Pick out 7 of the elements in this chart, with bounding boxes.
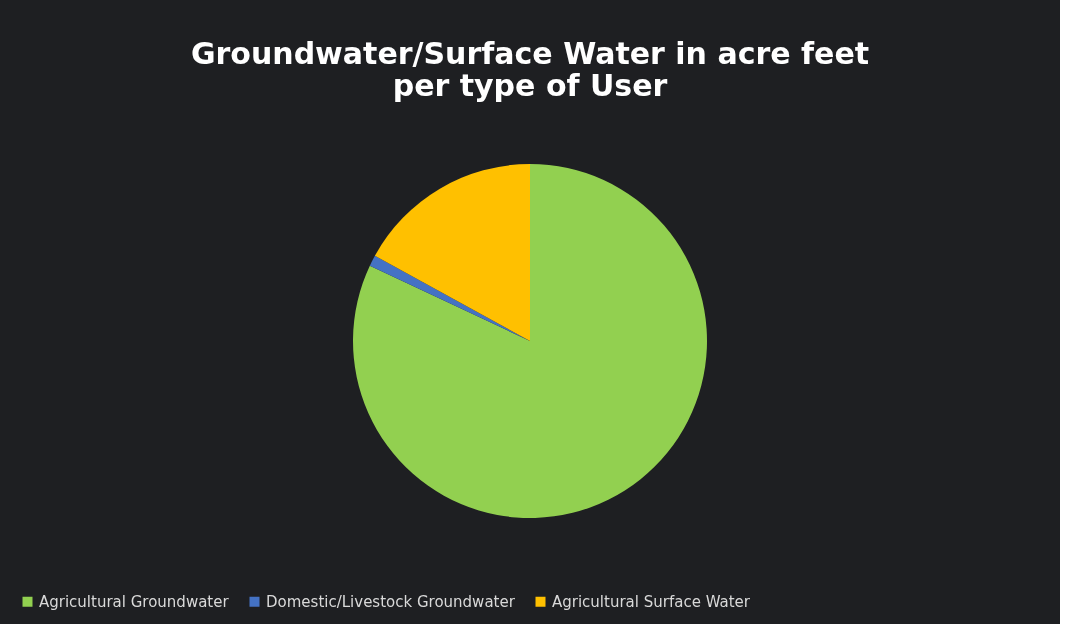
legend-label: Agricultural Groundwater <box>39 592 230 611</box>
pie-slice <box>353 164 707 518</box>
text: per type of User <box>392 68 668 103</box>
legend-label: Domestic/Livestock Groundwater <box>266 592 516 611</box>
text: Groundwater/Surface Water in acre feet <box>190 36 870 71</box>
pie-slice <box>374 164 530 341</box>
legend-label: Agricultural Surface Water <box>552 592 751 611</box>
